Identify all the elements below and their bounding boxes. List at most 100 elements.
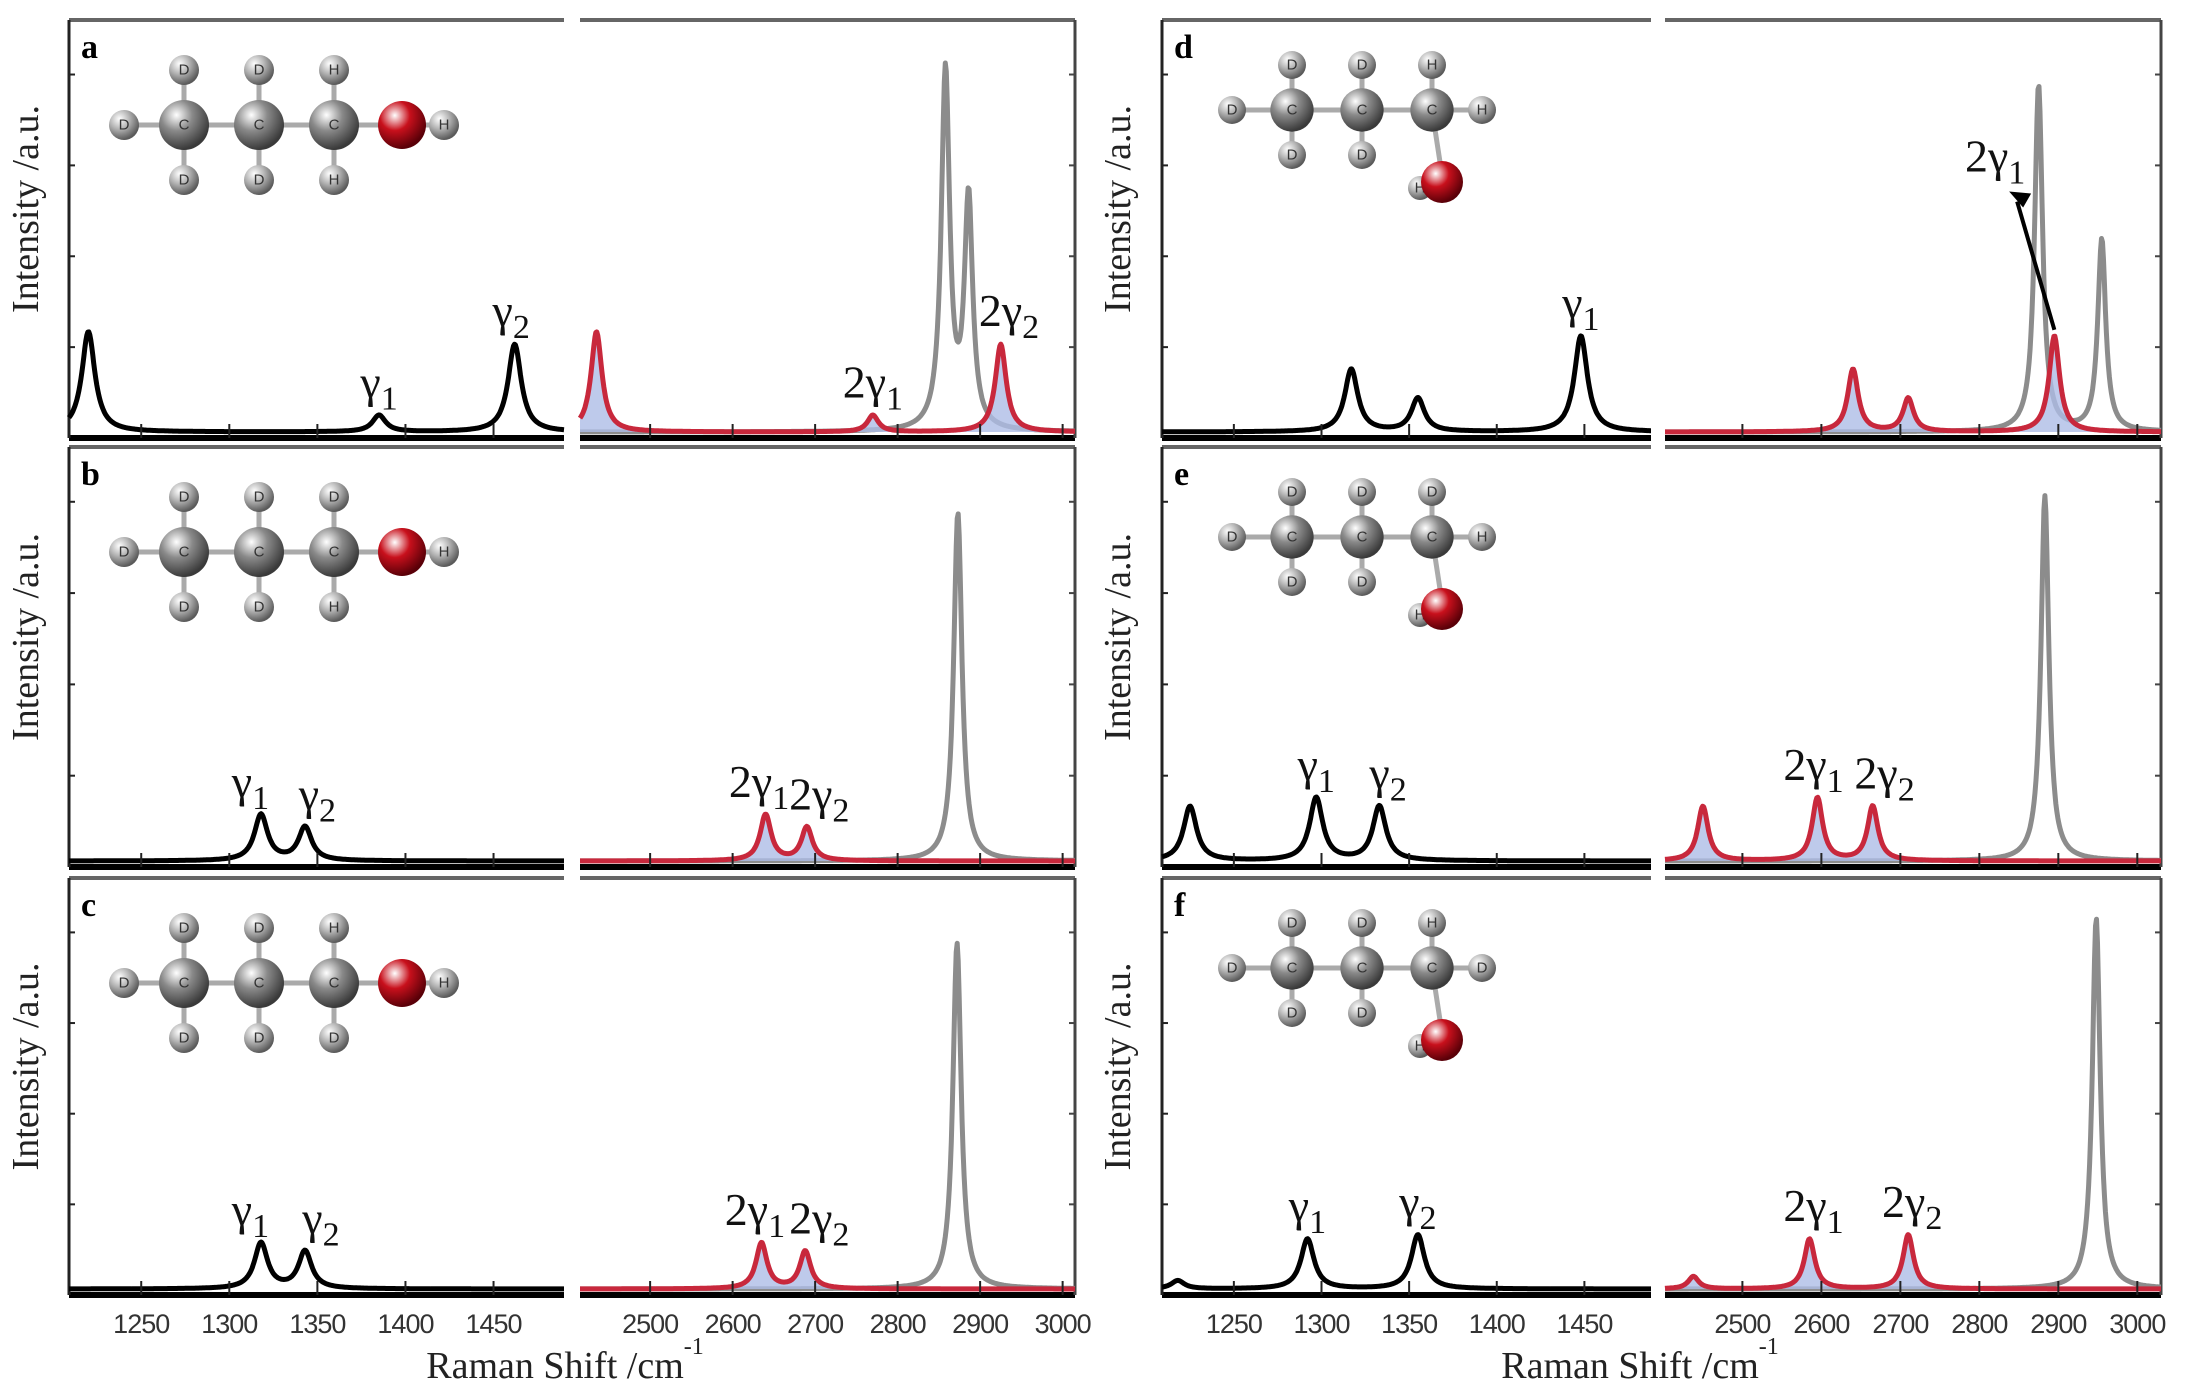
annotation-subscript: 1 bbox=[1827, 763, 1844, 800]
annotation-subscript: 1 bbox=[1318, 763, 1335, 800]
peak-annotation: γ2 bbox=[1398, 1176, 1436, 1237]
hydrogen-atom bbox=[109, 537, 139, 567]
hydrogen-atom-label: D bbox=[119, 544, 130, 561]
hydrogen-atom bbox=[319, 482, 349, 512]
annotation-subscript: 2 bbox=[319, 792, 336, 829]
annotation-subscript: 1 bbox=[1583, 301, 1600, 338]
panel-label: d bbox=[1174, 29, 1193, 66]
x-tick-label: 1350 bbox=[1381, 1309, 1437, 1339]
low-series-line bbox=[1160, 794, 1653, 864]
hydrogen-atom bbox=[1278, 141, 1306, 169]
hydrogen-atom-label: H bbox=[329, 920, 340, 937]
carbon-atom-label: C bbox=[179, 544, 190, 561]
x-tick-label: 2600 bbox=[705, 1309, 761, 1339]
x-axis-label: Raman Shift /cm-1 bbox=[1501, 1334, 1779, 1387]
x-axis-label-text: Raman Shift /cm bbox=[426, 1345, 684, 1387]
hydrogen-atom-label: D bbox=[1427, 484, 1438, 501]
carbon-atom-label: C bbox=[254, 544, 265, 561]
hydrogen-atom bbox=[319, 165, 349, 195]
carbon-atom-label: C bbox=[1427, 102, 1438, 119]
hydrogen-atom-label: D bbox=[1287, 1005, 1298, 1022]
molecule-inset: D D D C D D C H D C H bbox=[109, 913, 459, 1053]
annotation-base: γ bbox=[1398, 1176, 1419, 1227]
annotation-base: γ bbox=[231, 756, 252, 807]
hydrogen-atom-label: H bbox=[329, 599, 340, 616]
x-tick-label: 1400 bbox=[1469, 1309, 1525, 1339]
hydrogen-atom bbox=[244, 913, 274, 943]
x-tick-label: 2700 bbox=[1872, 1309, 1928, 1339]
hydrogen-atom bbox=[1278, 999, 1306, 1027]
hydrogen-atom bbox=[429, 968, 459, 998]
panel-label: b bbox=[81, 456, 100, 493]
annotation-base: γ bbox=[1297, 739, 1318, 790]
hydrogen-atom bbox=[244, 1023, 274, 1053]
x-tick-label: 1250 bbox=[1206, 1309, 1262, 1339]
peak-annotation: γ2 bbox=[491, 285, 529, 346]
annotation-base: 2γ bbox=[729, 756, 772, 807]
hydrogen-atom bbox=[169, 165, 199, 195]
annotation-subscript: 2 bbox=[832, 1216, 849, 1253]
hydrogen-atom bbox=[1278, 478, 1306, 506]
carbon-atom bbox=[1270, 515, 1314, 559]
x-tick-label: 1450 bbox=[1556, 1309, 1612, 1339]
oxygen-atom bbox=[378, 101, 426, 149]
red-series-line bbox=[1663, 333, 2163, 435]
carbon-atom bbox=[234, 100, 284, 150]
hydrogen-atom-label: D bbox=[1287, 915, 1298, 932]
hydrogen-atom bbox=[109, 110, 139, 140]
molecule-inset: D D D C D D C H C D H bbox=[1218, 909, 1496, 1061]
annotation-base: 2γ bbox=[725, 1184, 768, 1235]
hydrogen-atom-label: H bbox=[1427, 915, 1438, 932]
annotation-subscript: 1 bbox=[1827, 1204, 1844, 1241]
carbon-atom-label: C bbox=[1357, 102, 1368, 119]
peak-annotation: γ1 bbox=[1297, 739, 1335, 800]
peak-annotation: 2γ2 bbox=[789, 1192, 849, 1253]
x-tick-label: 1450 bbox=[465, 1309, 521, 1339]
carbon-atom bbox=[159, 527, 209, 577]
hydrogen-atom bbox=[1418, 478, 1446, 506]
carbon-atom bbox=[1340, 88, 1384, 132]
hydrogen-atom bbox=[319, 913, 349, 943]
carbon-atom bbox=[159, 100, 209, 150]
annotation-arrow bbox=[2015, 201, 2057, 331]
panel-f: 1250 1300 1350 1400 1450 2500 2600 2700 2800 2900… bbox=[1097, 876, 2166, 1339]
hydrogen-atom-label: D bbox=[254, 599, 265, 616]
hydrogen-atom bbox=[1218, 96, 1246, 124]
arrow-head-icon bbox=[2009, 191, 2032, 208]
oxygen-atom bbox=[1421, 161, 1463, 203]
annotation-base: 2γ bbox=[1783, 1180, 1826, 1231]
carbon-atom bbox=[234, 527, 284, 577]
panel-label: e bbox=[1174, 456, 1189, 493]
annotation-subscript: 1 bbox=[886, 380, 903, 417]
x-tick-label: 1400 bbox=[377, 1309, 433, 1339]
hydrogen-atom-label: D bbox=[119, 975, 130, 992]
hydrogen-atom-label: D bbox=[179, 1030, 190, 1047]
panel-label: a bbox=[81, 29, 98, 66]
hydrogen-atom-label: D bbox=[179, 62, 190, 79]
annotation-subscript: 2 bbox=[1898, 771, 1915, 808]
hydrogen-atom-label: D bbox=[179, 489, 190, 506]
hydrogen-atom bbox=[1468, 954, 1496, 982]
hydrogen-atom-label: H bbox=[1477, 529, 1488, 546]
annotation-base: γ bbox=[1368, 747, 1389, 798]
carbon-atom-label: C bbox=[1287, 529, 1298, 546]
carbon-atom-label: C bbox=[179, 117, 190, 134]
hydrogen-atom bbox=[429, 110, 459, 140]
hydrogen-atom-label: D bbox=[1227, 529, 1238, 546]
x-tick-label: 2500 bbox=[1714, 1309, 1770, 1339]
x-tick-label: 2900 bbox=[952, 1309, 1008, 1339]
hydrogen-atom-label: D bbox=[119, 117, 130, 134]
hydrogen-atom-label: D bbox=[179, 599, 190, 616]
hydrogen-atom bbox=[169, 55, 199, 85]
hydrogen-atom-label: H bbox=[329, 172, 340, 189]
peak-annotation: γ1 bbox=[231, 1184, 269, 1245]
hydrogen-atom-label: H bbox=[1477, 102, 1488, 119]
x-tick-label: 2900 bbox=[2030, 1309, 2086, 1339]
y-axis-label: Intensity /a.u. bbox=[1097, 533, 1139, 741]
x-tick-label: 3000 bbox=[1035, 1309, 1091, 1339]
hydrogen-atom-label: D bbox=[1357, 57, 1368, 74]
hydrogen-atom-label: H bbox=[1415, 1038, 1426, 1055]
x-tick-label: 2700 bbox=[787, 1309, 843, 1339]
